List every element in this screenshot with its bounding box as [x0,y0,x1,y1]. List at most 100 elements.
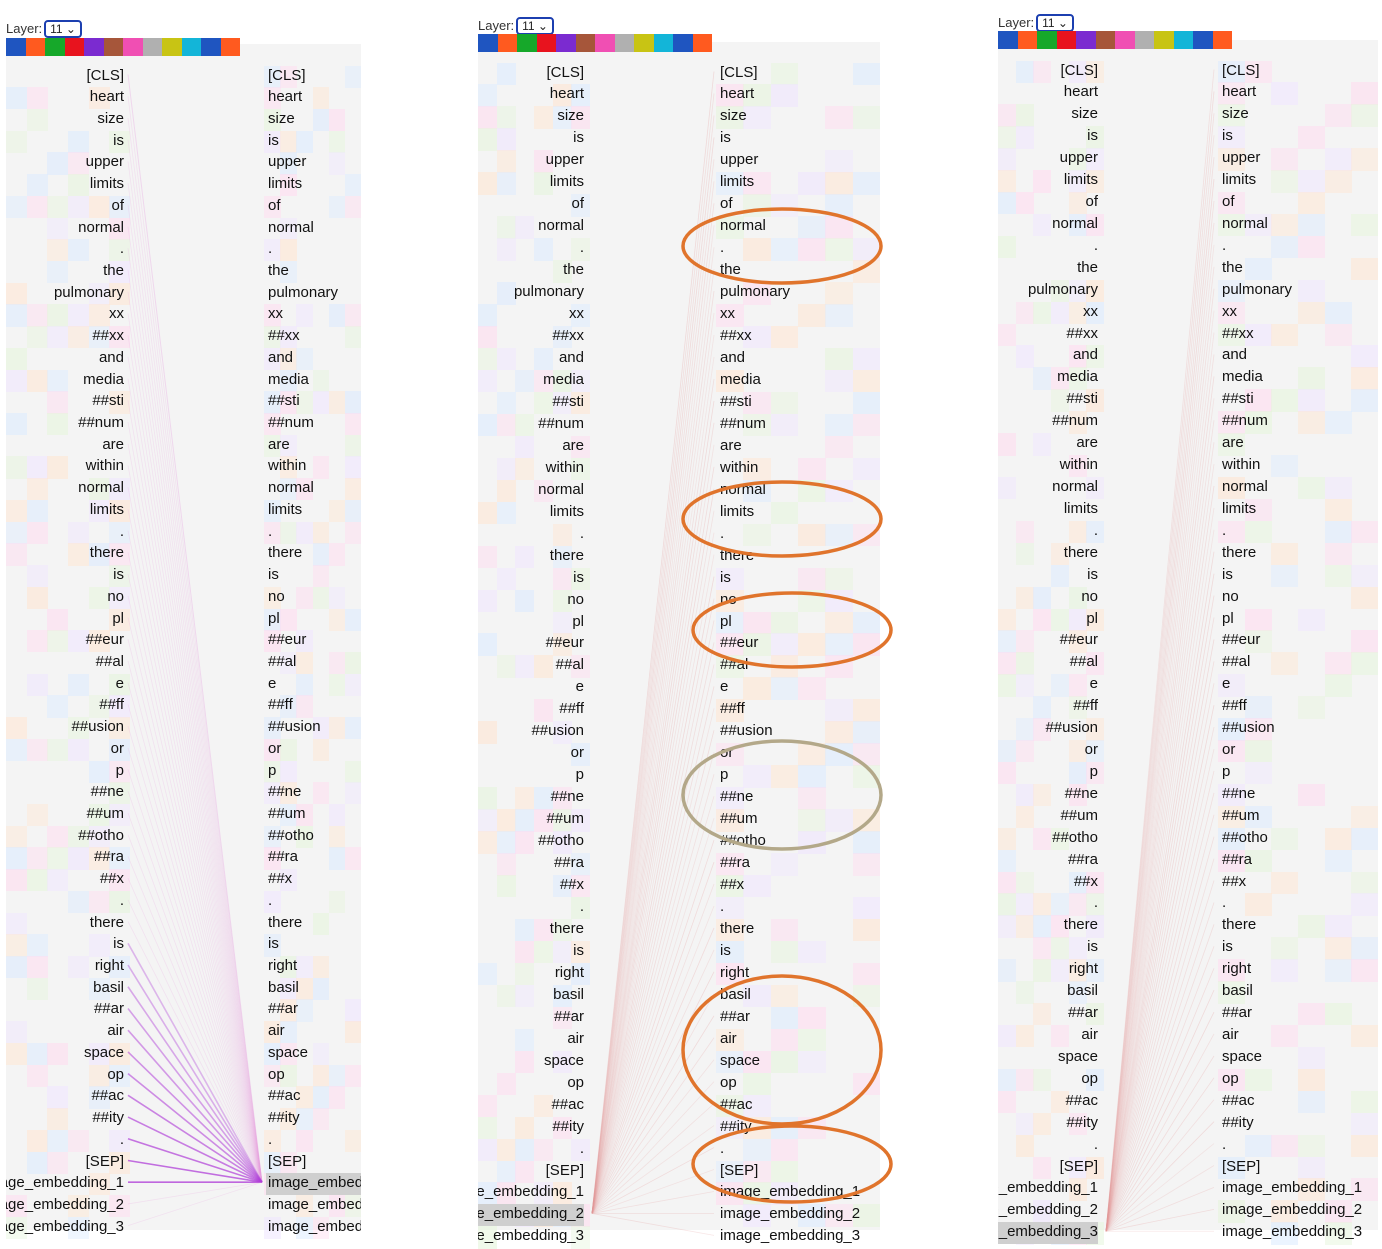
token-right[interactable]: heart [268,88,303,106]
token-right[interactable]: ##usion [720,722,773,740]
token-right[interactable]: ##sti [1222,390,1254,408]
token-right[interactable]: e [720,678,729,696]
token-right[interactable]: there [268,544,303,562]
token-left[interactable]: ##ff [99,696,124,714]
token-right[interactable]: ##xx [720,327,752,345]
token-left[interactable]: air [1081,1025,1098,1043]
token-left[interactable]: within [545,458,584,476]
token-left[interactable]: . [1093,236,1098,254]
token-right[interactable]: ##ity [720,1117,752,1135]
token-left[interactable]: ##ar [553,1007,584,1025]
token-right[interactable]: normal [1222,477,1268,495]
token-right[interactable]: p [720,766,729,784]
token-left[interactable]: ##um [1060,806,1098,824]
token-right[interactable]: of [720,195,733,213]
token-right[interactable]: there [720,919,755,937]
token-right[interactable]: space [268,1043,309,1061]
token-left[interactable]: ##ra [1067,850,1098,868]
token-right[interactable]: ##ar [1222,1004,1253,1022]
token-right[interactable]: within [1222,456,1261,474]
token-left[interactable]: basil [93,978,124,996]
token-right[interactable]: image_embedding_1 [720,1183,861,1201]
token-left[interactable]: there [89,913,124,931]
token-left[interactable]: there [549,919,584,937]
token-left[interactable]: there [1063,543,1098,561]
token-left[interactable]: normal [1052,214,1098,232]
token-right[interactable]: ##num [720,414,766,432]
token-left[interactable]: [CLS] [86,66,124,84]
token-left[interactable]: of [571,195,584,213]
token-right[interactable]: or [268,739,282,757]
head-swatch-12[interactable] [1212,31,1232,49]
head-swatch-7[interactable] [123,38,143,56]
token-left[interactable]: ##usion [531,722,584,740]
token-right[interactable]: ##x [720,876,745,894]
token-left[interactable]: upper [85,153,124,171]
token-left[interactable]: limits [549,502,584,520]
token-left[interactable]: e [115,674,124,692]
head-swatch-10[interactable] [653,34,673,52]
head-swatch-8[interactable] [614,34,634,52]
token-left[interactable]: and [98,348,124,366]
token-left[interactable]: image_embedding_2 [6,1195,124,1213]
token-right[interactable]: ##xx [268,327,300,345]
token-left[interactable]: limits [549,173,584,191]
token-left[interactable]: right [554,963,584,981]
token-left[interactable]: there [549,546,584,564]
token-right[interactable]: of [268,196,281,214]
token-left[interactable]: ##ne [550,788,584,806]
token-right[interactable]: ##ff [268,696,293,714]
token-right[interactable]: ##al [1222,653,1251,671]
token-left[interactable]: basil [553,985,584,1003]
token-left[interactable]: image_embedding_2 [998,1201,1098,1219]
token-right[interactable]: is [720,568,731,586]
token-right[interactable]: ##ff [1222,697,1247,715]
token-left[interactable]: heart [1063,83,1098,101]
token-left[interactable]: within [1059,456,1098,474]
token-left[interactable]: no [107,587,124,605]
token-right[interactable]: ##ac [1222,1091,1255,1109]
token-right[interactable]: image_embedding_2 [268,1195,361,1213]
token-left[interactable]: size [557,107,584,125]
token-right[interactable]: ##num [1222,412,1268,430]
token-left[interactable]: ##sti [1066,390,1098,408]
token-right[interactable]: media [1222,368,1263,386]
token-left[interactable]: pl [112,609,124,627]
token-left[interactable]: ##ne [1064,784,1098,802]
token-left[interactable]: heart [549,85,584,103]
head-swatch-6[interactable] [103,38,123,56]
token-left[interactable]: no [567,590,584,608]
token-left[interactable]: the [1077,258,1098,276]
head-swatch-10[interactable] [181,38,201,56]
token-right[interactable]: the [268,261,289,279]
token-right[interactable]: size [1222,105,1249,123]
token-right[interactable]: within [268,457,307,475]
token-left[interactable]: ##usion [71,718,124,736]
token-right[interactable]: no [268,587,285,605]
token-right[interactable]: image_embedding_3 [268,1217,361,1235]
token-left[interactable]: ##xx [552,327,584,345]
token-right[interactable]: ##um [1222,806,1260,824]
token-left[interactable]: is [113,566,124,584]
token-left[interactable]: . [119,1130,124,1148]
token-left[interactable]: is [1087,127,1098,145]
token-left[interactable]: . [1093,894,1098,912]
token-left[interactable]: pulmonary [1027,280,1098,298]
token-left[interactable]: normal [78,479,124,497]
token-right[interactable]: space [1222,1047,1263,1065]
token-right[interactable]: and [1222,346,1248,364]
head-swatch-10[interactable] [1173,31,1193,49]
token-left[interactable]: is [1087,565,1098,583]
token-left[interactable]: ##ac [91,1087,124,1105]
token-right[interactable]: heart [1222,83,1257,101]
head-swatch-8[interactable] [1134,31,1154,49]
head-swatch-3[interactable] [45,38,65,56]
token-left[interactable]: media [1057,368,1098,386]
token-left[interactable]: ##num [1052,412,1098,430]
token-left[interactable]: ##sti [92,392,124,410]
token-right[interactable]: . [268,1130,273,1148]
token-right[interactable]: media [720,370,761,388]
token-right[interactable]: pl [720,612,732,630]
token-right[interactable]: . [268,891,273,909]
token-left[interactable]: ##ity [552,1117,584,1135]
